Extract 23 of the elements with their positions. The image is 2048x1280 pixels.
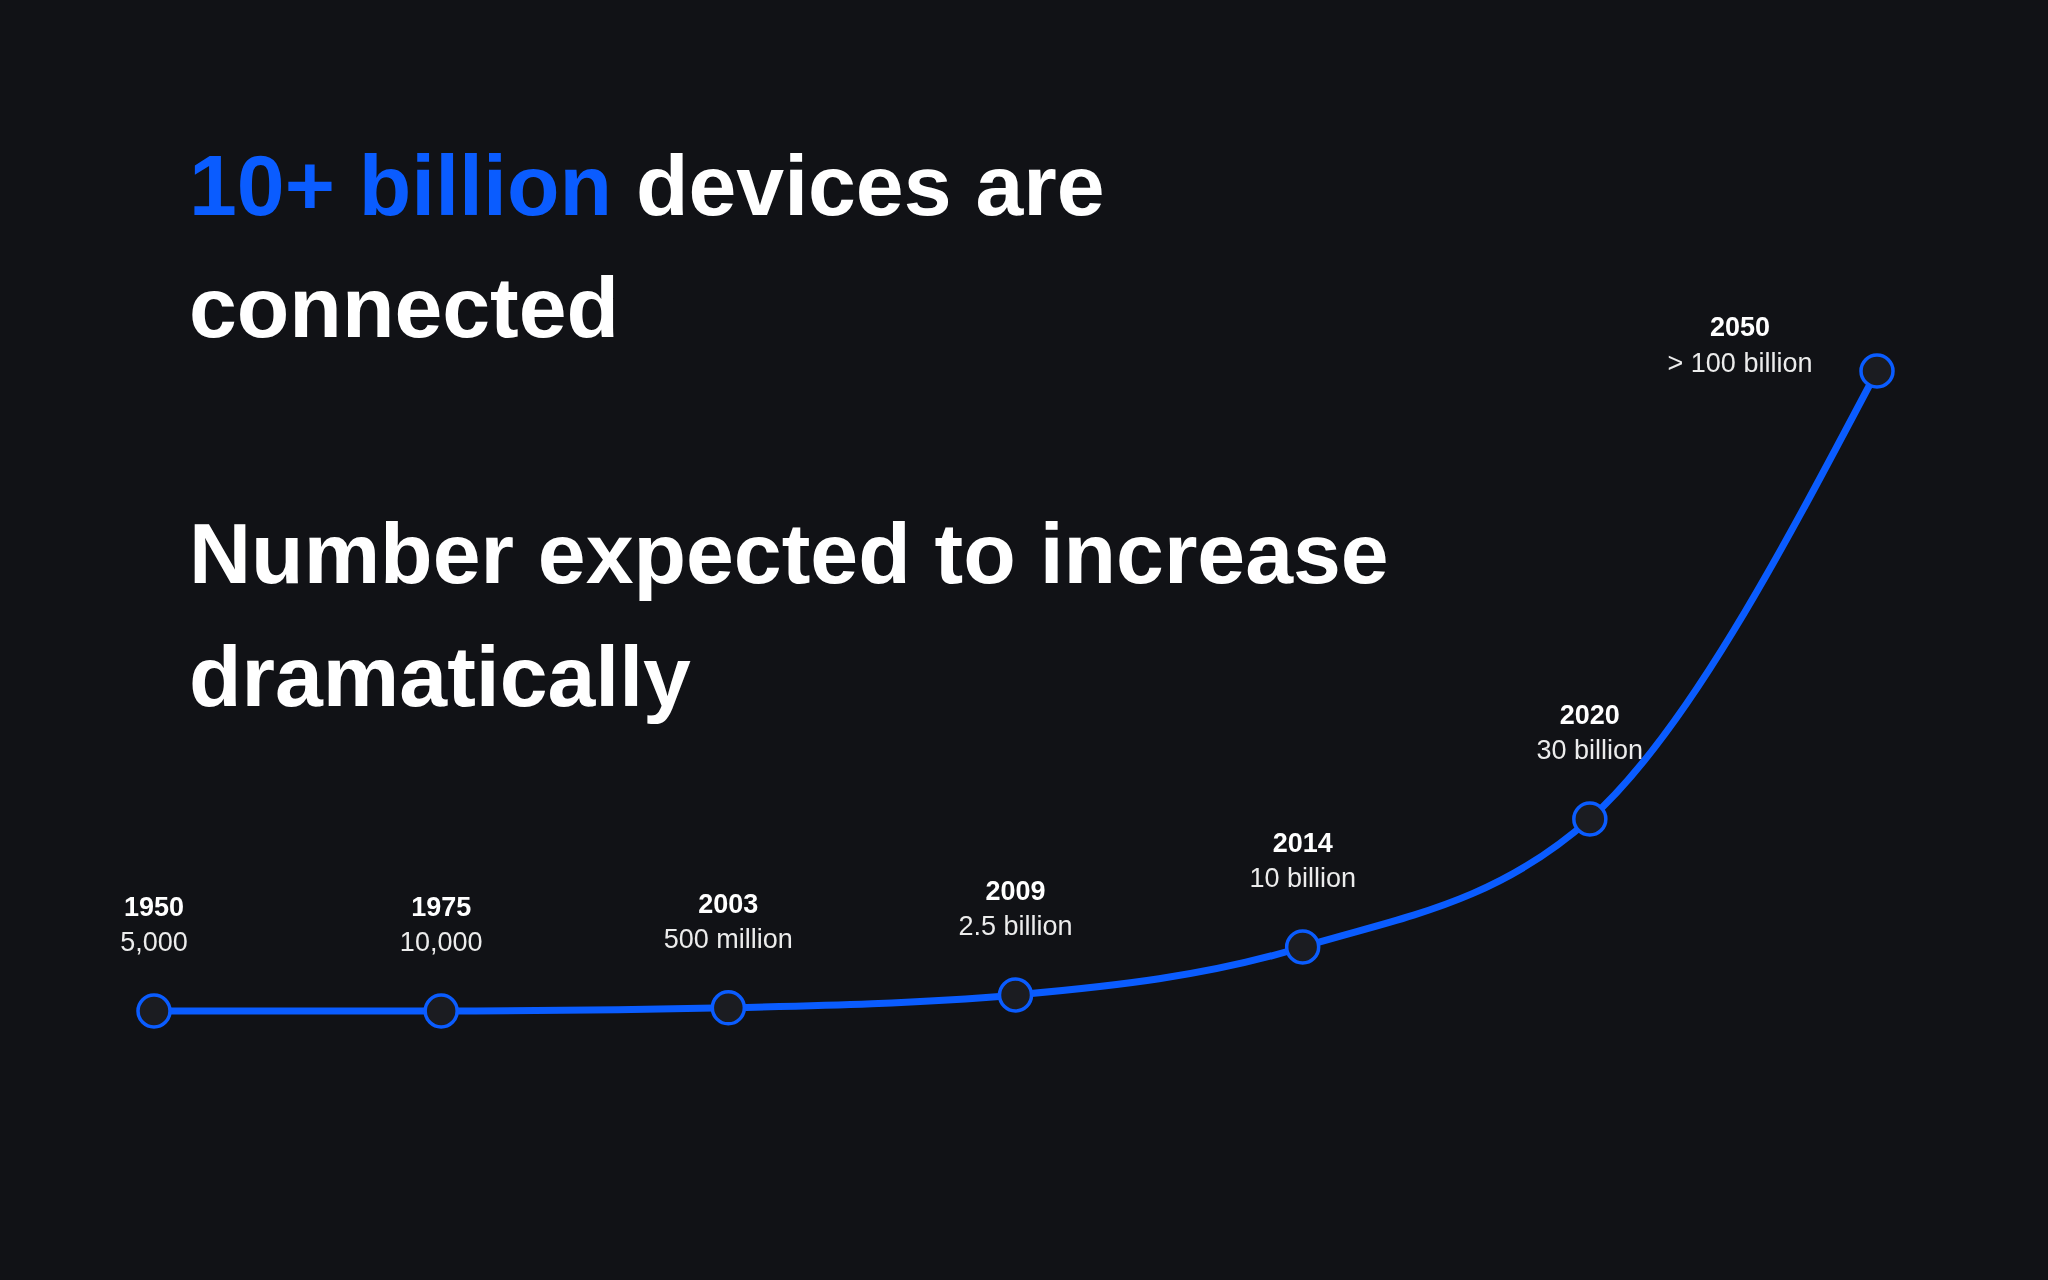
point [1572,801,1608,837]
x-tick-label: 1975 [411,892,472,922]
data-label: 500 million [663,923,793,954]
point [1859,353,1895,389]
data-label: 2.5 billion [958,911,1073,941]
point [423,993,459,1029]
x-tick-label: 2020 [1559,700,1620,730]
x-tick-label: 2003 [698,888,759,919]
data-label: 30 billion [1536,735,1644,765]
point [136,993,172,1029]
x-tick-label: 1950 [123,892,185,922]
x-tick-label: 2009 [985,876,1046,906]
data-label: 5,000 [120,927,188,957]
data-label: 10 billion [1249,863,1356,893]
x-tick-label: 2014 [1272,828,1333,858]
data-label: > 100 billion [1667,348,1813,378]
point [710,990,747,1026]
point [997,977,1034,1013]
text: Number expected to increase dramatically [189,505,1389,724]
chart-title: 10+ billion devices are connected [189,137,1105,355]
point [1284,929,1321,965]
x-tick-label: 2050 [1709,312,1771,342]
data-label: 10,000 [399,927,483,957]
